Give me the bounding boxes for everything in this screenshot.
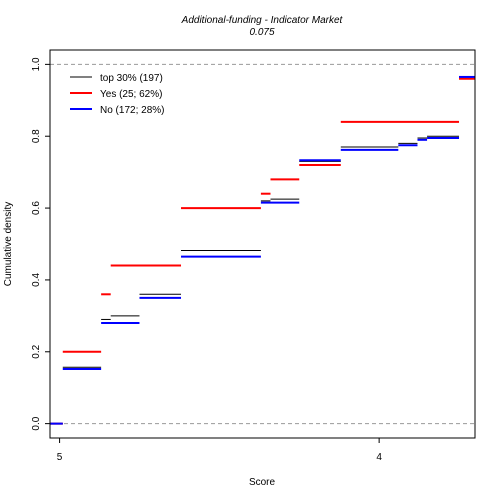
- x-axis-label: Score: [249, 477, 276, 488]
- y-tick-label-3: 0.6: [31, 201, 42, 215]
- x-tick-label-1: 4: [376, 452, 382, 463]
- series-1: [50, 77, 475, 425]
- y-tick-label-0: 0.0: [31, 416, 42, 430]
- plot-frame: [49, 49, 476, 439]
- legend-label-1: Yes (25; 62%): [100, 89, 162, 100]
- legend-label-0: top 30% (197): [100, 73, 163, 84]
- series-layer: [50, 75, 475, 425]
- y-tick-label-4: 0.8: [31, 129, 42, 143]
- series-0: [50, 76, 475, 425]
- reference-lines: [50, 63, 475, 425]
- legend: top 30% (197) Yes (25; 62%) No (172; 28%): [70, 73, 164, 116]
- y-tick-label-2: 0.4: [31, 273, 42, 287]
- y-tick-label-1: 0.2: [31, 344, 42, 358]
- series-2: [50, 75, 475, 425]
- y-axis-label: Cumulative density: [3, 202, 14, 286]
- legend-label-2: No (172; 28%): [100, 105, 164, 116]
- x-tick-label-0: 5: [57, 452, 63, 463]
- chart-subtitle: 0.075: [249, 27, 274, 38]
- y-axis: 0.0 0.2 0.4 0.6 0.8 1.0: [31, 57, 50, 431]
- chart-title: Additional-funding - Indicator Market: [181, 15, 344, 26]
- y-tick-label-5: 1.0: [31, 57, 42, 71]
